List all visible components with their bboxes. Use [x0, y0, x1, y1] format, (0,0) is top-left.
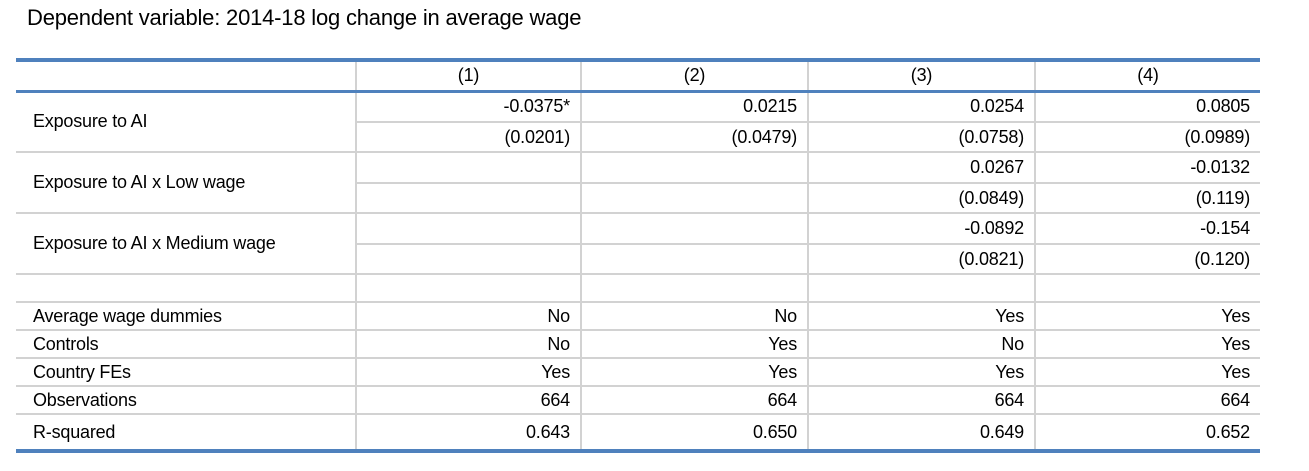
se-cell	[580, 183, 808, 214]
se-cell: (0.0201)	[355, 122, 581, 153]
coef-cell: -0.0132	[1034, 152, 1260, 184]
row-label-controls: Controls	[16, 330, 356, 359]
summary-row: Observations 664 664 664 664	[16, 386, 1260, 415]
summary-row: R-squared 0.643 0.650 0.649 0.652	[16, 414, 1260, 453]
summary-value: 0.650	[580, 414, 808, 453]
coef-cell: -0.0892	[807, 213, 1035, 245]
coef-cell: 0.0254	[807, 91, 1035, 123]
spacer-cell	[16, 274, 356, 303]
spacer-cell	[1034, 274, 1260, 303]
summary-value: No	[355, 330, 581, 359]
se-cell	[580, 244, 808, 275]
summary-value: Yes	[807, 302, 1035, 331]
stderr-row: (0.0821) (0.120)	[16, 244, 1260, 275]
summary-value: 0.643	[355, 414, 581, 453]
spacer-cell	[580, 274, 808, 303]
coefficient-row: Exposure to AI x Low wage 0.0267 -0.0132	[16, 152, 1260, 214]
summary-value: No	[580, 302, 808, 331]
coef-cell	[355, 152, 581, 184]
table-header-row: (1) (2) (3) (4)	[16, 58, 1260, 93]
row-label-exposure-medium-wage: Exposure to AI x Medium wage	[16, 213, 356, 275]
summary-value: Yes	[1034, 358, 1260, 387]
stderr-row: (0.0849) (0.119)	[16, 183, 1260, 214]
coef-cell: -0.0375*	[355, 91, 581, 123]
summary-value: 664	[807, 386, 1035, 415]
summary-value: 664	[355, 386, 581, 415]
summary-value: 0.649	[807, 414, 1035, 453]
se-cell: (0.120)	[1034, 244, 1260, 275]
coef-cell: 0.0267	[807, 152, 1035, 184]
row-label-r-squared: R-squared	[16, 414, 356, 453]
coef-cell: 0.0805	[1034, 91, 1260, 123]
column-header-4: (4)	[1034, 58, 1260, 93]
se-cell	[355, 183, 581, 214]
coef-cell: 0.0215	[580, 91, 808, 123]
header-empty-cell	[16, 58, 356, 93]
summary-value: Yes	[807, 358, 1035, 387]
regression-results-table: (1) (2) (3) (4) Exposure to AI -0.0375* …	[16, 58, 1260, 453]
se-cell: (0.0758)	[807, 122, 1035, 153]
spacer-row	[16, 274, 1260, 303]
row-label-country-fes: Country FEs	[16, 358, 356, 387]
row-label-average-wage-dummies: Average wage dummies	[16, 302, 356, 331]
coef-cell: -0.154	[1034, 213, 1260, 245]
coef-cell	[580, 213, 808, 245]
summary-value: No	[807, 330, 1035, 359]
column-header-2: (2)	[580, 58, 808, 93]
spacer-cell	[807, 274, 1035, 303]
se-cell: (0.0849)	[807, 183, 1035, 214]
column-header-1: (1)	[355, 58, 581, 93]
summary-value: Yes	[1034, 330, 1260, 359]
summary-value: Yes	[580, 330, 808, 359]
page-title: Dependent variable: 2014-18 log change i…	[27, 5, 582, 30]
summary-value: Yes	[355, 358, 581, 387]
summary-row: Controls No Yes No Yes	[16, 330, 1260, 359]
summary-value: No	[355, 302, 581, 331]
spacer-cell	[355, 274, 581, 303]
se-cell: (0.0479)	[580, 122, 808, 153]
coefficient-row: Exposure to AI -0.0375* 0.0215 0.0254 0.…	[16, 91, 1260, 153]
row-label-observations: Observations	[16, 386, 356, 415]
coef-cell	[355, 213, 581, 245]
summary-value: Yes	[1034, 302, 1260, 331]
summary-row: Average wage dummies No No Yes Yes	[16, 302, 1260, 331]
stderr-row: (0.0201) (0.0479) (0.0758) (0.0989)	[16, 122, 1260, 153]
row-label-exposure-low-wage: Exposure to AI x Low wage	[16, 152, 356, 214]
se-cell: (0.0989)	[1034, 122, 1260, 153]
column-header-3: (3)	[807, 58, 1035, 93]
summary-value: 0.652	[1034, 414, 1260, 453]
se-cell: (0.0821)	[807, 244, 1035, 275]
summary-value: 664	[1034, 386, 1260, 415]
summary-value: Yes	[580, 358, 808, 387]
coefficient-row: Exposure to AI x Medium wage -0.0892 -0.…	[16, 213, 1260, 275]
coef-cell	[580, 152, 808, 184]
se-cell	[355, 244, 581, 275]
se-cell: (0.119)	[1034, 183, 1260, 214]
summary-value: 664	[580, 386, 808, 415]
row-label-exposure-to-ai: Exposure to AI	[16, 91, 356, 153]
summary-row: Country FEs Yes Yes Yes Yes	[16, 358, 1260, 387]
